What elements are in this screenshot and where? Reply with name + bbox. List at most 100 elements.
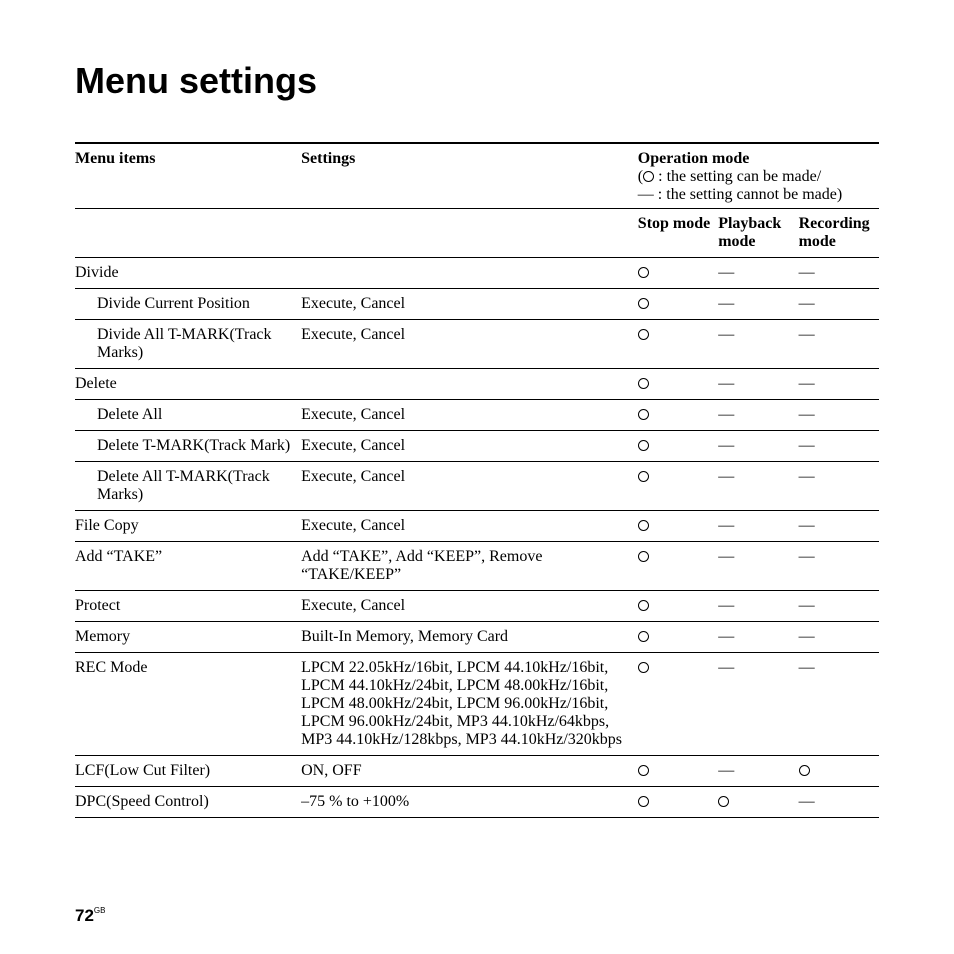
stop-mode-cell bbox=[638, 462, 718, 511]
circle-icon bbox=[638, 298, 649, 309]
recording-mode-cell: — bbox=[799, 431, 879, 462]
dash-mark: — bbox=[718, 437, 734, 454]
stop-mode-cell bbox=[638, 653, 718, 756]
recording-mode-cell: — bbox=[799, 320, 879, 369]
recording-mode-cell: — bbox=[799, 289, 879, 320]
col-header-recording-mode: Recording mode bbox=[799, 209, 879, 258]
playback-mode-cell: — bbox=[718, 462, 798, 511]
dash-mark: — bbox=[718, 597, 734, 614]
dash-mark: — bbox=[799, 406, 815, 423]
playback-mode-cell: — bbox=[718, 653, 798, 756]
playback-mode-cell: — bbox=[718, 320, 798, 369]
table-row: ProtectExecute, Cancel—— bbox=[75, 591, 879, 622]
circle-icon bbox=[799, 765, 810, 776]
circle-icon bbox=[718, 796, 729, 807]
table-row: Delete — — bbox=[75, 369, 879, 400]
settings-cell bbox=[301, 369, 638, 400]
dash-mark: — bbox=[718, 517, 734, 534]
settings-cell: Execute, Cancel bbox=[301, 431, 638, 462]
page-number-value: 72 bbox=[75, 906, 94, 925]
playback-mode-cell: — bbox=[718, 622, 798, 653]
menu-item-cell: Delete bbox=[75, 369, 301, 400]
table-row: Delete All T-MARK(Track Marks)Execute, C… bbox=[75, 462, 879, 511]
dash-mark: — bbox=[718, 295, 734, 312]
playback-mode-cell: — bbox=[718, 511, 798, 542]
stop-mode-cell bbox=[638, 622, 718, 653]
legend-line-2: — : the setting cannot be made) bbox=[638, 186, 842, 203]
circle-icon bbox=[638, 329, 649, 340]
stop-mode-cell bbox=[638, 289, 718, 320]
circle-icon bbox=[638, 471, 649, 482]
playback-mode-cell: — bbox=[718, 400, 798, 431]
menu-item-cell: Add “TAKE” bbox=[75, 542, 301, 591]
dash-mark: — bbox=[799, 326, 815, 343]
menu-item-cell: Delete T-MARK(Track Mark) bbox=[75, 431, 301, 462]
page-number: 72GB bbox=[75, 906, 105, 926]
recording-mode-cell: — bbox=[799, 369, 879, 400]
stop-mode-cell bbox=[638, 431, 718, 462]
dash-mark: — bbox=[799, 793, 815, 810]
circle-icon bbox=[638, 796, 649, 807]
col-header-operation-mode: Operation mode ( : the setting can be ma… bbox=[638, 143, 879, 209]
dash-mark: — bbox=[799, 659, 815, 676]
col-header-stop-mode: Stop mode bbox=[638, 209, 718, 258]
table-row: LCF(Low Cut Filter)ON, OFF— bbox=[75, 756, 879, 787]
table-row: DPC(Speed Control)–75 % to +100% — bbox=[75, 787, 879, 818]
legend-line-1: ( : the setting can be made/ bbox=[638, 168, 821, 185]
dash-mark: — bbox=[799, 597, 815, 614]
dash-mark: — bbox=[718, 406, 734, 423]
table-row: File CopyExecute, Cancel—— bbox=[75, 511, 879, 542]
dash-mark: — bbox=[718, 762, 734, 779]
playback-mode-cell: — bbox=[718, 542, 798, 591]
circle-icon bbox=[638, 378, 649, 389]
settings-cell: –75 % to +100% bbox=[301, 787, 638, 818]
stop-mode-cell bbox=[638, 258, 718, 289]
recording-mode-cell: — bbox=[799, 591, 879, 622]
dash-mark: — bbox=[718, 468, 734, 485]
playback-mode-cell: — bbox=[718, 431, 798, 462]
settings-cell: Built-In Memory, Memory Card bbox=[301, 622, 638, 653]
col-header-playback-mode: Playback mode bbox=[718, 209, 798, 258]
dash-mark: — bbox=[799, 375, 815, 392]
recording-mode-cell: — bbox=[799, 400, 879, 431]
dash-mark: — bbox=[799, 437, 815, 454]
table-row: REC ModeLPCM 22.05kHz/16bit, LPCM 44.10k… bbox=[75, 653, 879, 756]
settings-cell: LPCM 22.05kHz/16bit, LPCM 44.10kHz/16bit… bbox=[301, 653, 638, 756]
table-row: Divide Current PositionExecute, Cancel—— bbox=[75, 289, 879, 320]
menu-item-cell: DPC(Speed Control) bbox=[75, 787, 301, 818]
dash-mark: — bbox=[799, 468, 815, 485]
dash-mark: — bbox=[718, 375, 734, 392]
recording-mode-cell: — bbox=[799, 258, 879, 289]
stop-mode-cell bbox=[638, 511, 718, 542]
settings-cell bbox=[301, 258, 638, 289]
table-row: Delete AllExecute, Cancel—— bbox=[75, 400, 879, 431]
circle-icon bbox=[638, 631, 649, 642]
recording-mode-cell: — bbox=[799, 542, 879, 591]
circle-icon bbox=[638, 765, 649, 776]
dash-mark: — bbox=[718, 326, 734, 343]
circle-icon bbox=[638, 600, 649, 611]
menu-item-cell: Delete All bbox=[75, 400, 301, 431]
dash-mark: — bbox=[799, 548, 815, 565]
operation-mode-label: Operation mode bbox=[638, 150, 750, 167]
dash-mark: — bbox=[799, 295, 815, 312]
page-title: Menu settings bbox=[75, 60, 879, 102]
dash-mark: — bbox=[718, 548, 734, 565]
circle-icon bbox=[638, 662, 649, 673]
stop-mode-cell bbox=[638, 369, 718, 400]
playback-mode-cell: — bbox=[718, 756, 798, 787]
menu-item-cell: REC Mode bbox=[75, 653, 301, 756]
stop-mode-cell bbox=[638, 787, 718, 818]
legend-can-text: : the setting can be made/ bbox=[658, 168, 821, 185]
table-row: Divide—— bbox=[75, 258, 879, 289]
circle-icon bbox=[638, 409, 649, 420]
menu-item-cell: Memory bbox=[75, 622, 301, 653]
table-row: Divide All T-MARK(Track Marks)Execute, C… bbox=[75, 320, 879, 369]
menu-item-cell: Divide Current Position bbox=[75, 289, 301, 320]
settings-cell: Execute, Cancel bbox=[301, 320, 638, 369]
menu-item-cell: LCF(Low Cut Filter) bbox=[75, 756, 301, 787]
recording-mode-cell: — bbox=[799, 511, 879, 542]
col-header-settings: Settings bbox=[301, 143, 638, 209]
recording-mode-cell: — bbox=[799, 653, 879, 756]
circle-icon bbox=[643, 171, 654, 182]
